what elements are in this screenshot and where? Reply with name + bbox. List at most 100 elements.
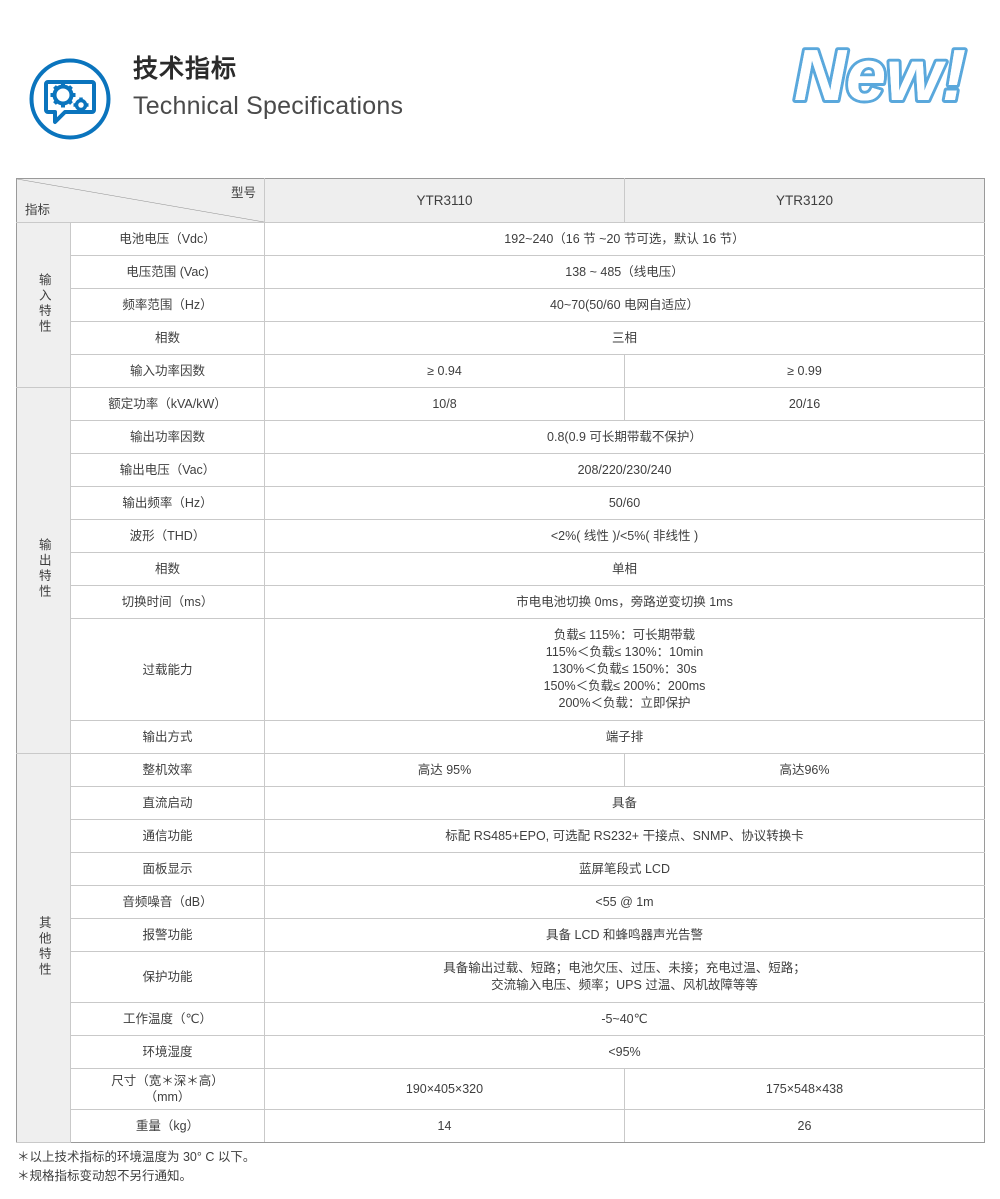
spec-name: 频率范围（Hz） <box>70 288 265 322</box>
spec-value-model-2: 20/16 <box>624 387 985 421</box>
group-label-text: 输入特性 <box>36 272 51 335</box>
spec-value: 具备 <box>264 786 985 820</box>
svg-text:New!: New! <box>794 36 966 116</box>
spec-value-line: 200%＜负载：立即保护 <box>558 696 691 710</box>
spec-value: -5~40℃ <box>264 1002 985 1036</box>
spec-name: 输出频率（Hz） <box>70 486 265 520</box>
spec-name: 面板显示 <box>70 852 265 886</box>
spec-value: 负载≤ 115%：可长期带载 115%＜负载≤ 130%：10min 130%＜负载… <box>264 618 985 721</box>
header-index-label: 指标 <box>25 203 51 217</box>
specification-table: 型号 指标 YTR3110 YTR3120 输入特性 电池电压（Vdc） 192~240（1… <box>16 178 985 1143</box>
table-row: 其他特性 整机效率 高达 95% 高达96% <box>16 753 985 1143</box>
table-row: 波形（THD） <2%( 线性 )/<5%( 非线性 ) <box>17 519 985 553</box>
spec-value: 具备输出过载、短路；电池欠压、过压、未接；充电过温、短路； 交流输入电压、频率；U… <box>264 951 985 1003</box>
spec-value: <2%( 线性 )/<5%( 非线性 ) <box>264 519 985 553</box>
spec-value-line: 150%＜负载≤ 200%：200ms <box>543 679 706 693</box>
spec-value: 208/220/230/240 <box>264 453 985 487</box>
group-label-2: 输出特性 <box>16 387 71 754</box>
table-row: 尺寸（宽＊深＊高） （mm） 190×405×320 175×548×438 <box>17 1068 985 1110</box>
spec-name: 音频噪音（dB） <box>70 885 265 919</box>
table-row: 输出电压（Vac） 208/220/230/240 <box>17 453 985 487</box>
table-row: 相数 三相 <box>17 321 985 355</box>
spec-value-model-1: 190×405×320 <box>264 1068 625 1110</box>
table-row: 重量（kg） 14 26 <box>17 1109 985 1143</box>
spec-value: 端子排 <box>264 720 985 754</box>
spec-name: 整机效率 <box>70 753 265 787</box>
settings-chat-icon <box>28 57 112 141</box>
table-row: 通信功能 标配 RS485+EPO, 可选配 RS232+ 干接点、SNMP、协议… <box>17 819 985 853</box>
table-row: 输出特性 额定功率（kVA/kW） 10/8 20/16 <box>16 387 985 754</box>
new-badge-icon: New! New! <box>788 26 978 126</box>
spec-value: <95% <box>264 1035 985 1069</box>
table-row: 环境湿度 <95% <box>17 1035 985 1069</box>
spec-name-line: （mm） <box>144 1090 191 1104</box>
table-row: 工作温度（℃） -5~40℃ <box>17 1002 985 1036</box>
spec-value-line: 负载≤ 115%：可长期带载 <box>553 628 696 642</box>
footnote-1: ＊以上技术指标的环境温度为 30° C 以下。 <box>17 1150 256 1164</box>
table-row: 输出功率因数 0.8(0.9 可长期带载不保护） <box>17 420 985 454</box>
spec-value-model-2: 高达96% <box>624 753 985 787</box>
spec-value-model-2: 175×548×438 <box>624 1068 985 1110</box>
page-title-cn: 技术指标 <box>133 55 238 83</box>
spec-value: 192~240（16 节 ~20 节可选，默认 16 节） <box>264 222 985 256</box>
spec-value-line: 130%＜负载≤ 150%：30s <box>552 662 697 676</box>
table-row: 输入特性 电池电压（Vdc） 192~240（16 节 ~20 节可选，默认 16 … <box>16 222 985 388</box>
group-label-text: 其他特性 <box>36 915 51 978</box>
spec-value: 40~70(50/60 电网自适应） <box>264 288 985 322</box>
spec-value: 单相 <box>264 552 985 586</box>
spec-value: <55 @ 1m <box>264 885 985 919</box>
spec-value: 50/60 <box>264 486 985 520</box>
table-row: 电压范围 (Vac) 138 ~ 485（线电压） <box>17 255 985 289</box>
header-model-label: 型号 <box>230 186 256 200</box>
table-row: 输出方式 端子排 <box>17 720 985 754</box>
spec-value-line: 交流输入电压、频率；UPS 过温、风机故障等等 <box>491 978 758 992</box>
spec-value: 蓝屏笔段式 LCD <box>264 852 985 886</box>
table-row: 过载能力 负载≤ 115%：可长期带载 115%＜负载≤ 130%：10min 130… <box>17 618 985 721</box>
spec-name: 输出方式 <box>70 720 265 754</box>
spec-name: 输入功率因数 <box>70 354 265 388</box>
spec-value-line: 115%＜负载≤ 130%：10min <box>545 645 704 659</box>
spec-name: 切换时间（ms） <box>70 585 265 619</box>
spec-name: 相数 <box>70 552 265 586</box>
header-model-1: YTR3110 <box>264 178 625 223</box>
spec-value: 市电电池切换 0ms，旁路逆变切换 1ms <box>264 585 985 619</box>
page-header: 技术指标 Technical Specifications New! New! <box>0 0 1000 160</box>
spec-value: 138 ~ 485（线电压） <box>264 255 985 289</box>
diagonal-divider-line <box>17 179 264 222</box>
footnote-2: ＊规格指标变动恕不另行通知。 <box>17 1169 193 1183</box>
spec-value-model-1: 高达 95% <box>264 753 625 787</box>
spec-value-model-2: 26 <box>624 1109 985 1143</box>
spec-name: 保护功能 <box>70 951 265 1003</box>
spec-name: 相数 <box>70 321 265 355</box>
spec-value-model-2: ≥ 0.99 <box>624 354 985 388</box>
table-row: 音频噪音（dB） <55 @ 1m <box>17 885 985 919</box>
spec-name: 输出功率因数 <box>70 420 265 454</box>
spec-value: 标配 RS485+EPO, 可选配 RS232+ 干接点、SNMP、协议转换卡 <box>264 819 985 853</box>
table-row: 报警功能 具备 LCD 和蜂鸣器声光告警 <box>17 918 985 952</box>
spec-value-model-1: 14 <box>264 1109 625 1143</box>
spec-name: 工作温度（℃） <box>70 1002 265 1036</box>
spec-name: 环境湿度 <box>70 1035 265 1069</box>
group-label-1: 输入特性 <box>16 222 71 388</box>
spec-name: 通信功能 <box>70 819 265 853</box>
spec-name: 尺寸（宽＊深＊高） （mm） <box>70 1068 265 1110</box>
footnotes: ＊以上技术指标的环境温度为 30° C 以下。 ＊规格指标变动恕不另行通知。 <box>17 1148 255 1186</box>
spec-name: 报警功能 <box>70 918 265 952</box>
table-header-row: 型号 指标 YTR3110 YTR3120 <box>16 178 985 223</box>
spec-name: 额定功率（kVA/kW） <box>70 387 265 421</box>
spec-name-line: 尺寸（宽＊深＊高） <box>111 1074 224 1088</box>
spec-value-model-1: 10/8 <box>264 387 625 421</box>
spec-name: 过载能力 <box>70 618 265 721</box>
table-row: 面板显示 蓝屏笔段式 LCD <box>17 852 985 886</box>
spec-name: 波形（THD） <box>70 519 265 553</box>
spec-value: 三相 <box>264 321 985 355</box>
spec-name: 电压范围 (Vac) <box>70 255 265 289</box>
spec-name: 直流启动 <box>70 786 265 820</box>
page-title-en: Technical Specifications <box>133 92 404 120</box>
spec-value: 0.8(0.9 可长期带载不保护） <box>264 420 985 454</box>
table-row: 输出频率（Hz） 50/60 <box>17 486 985 520</box>
spec-name: 电池电压（Vdc） <box>70 222 265 256</box>
title-block: 技术指标 Technical Specifications <box>133 52 403 124</box>
spec-value: 具备 LCD 和蜂鸣器声光告警 <box>264 918 985 952</box>
table-row: 切换时间（ms） 市电电池切换 0ms，旁路逆变切换 1ms <box>17 585 985 619</box>
